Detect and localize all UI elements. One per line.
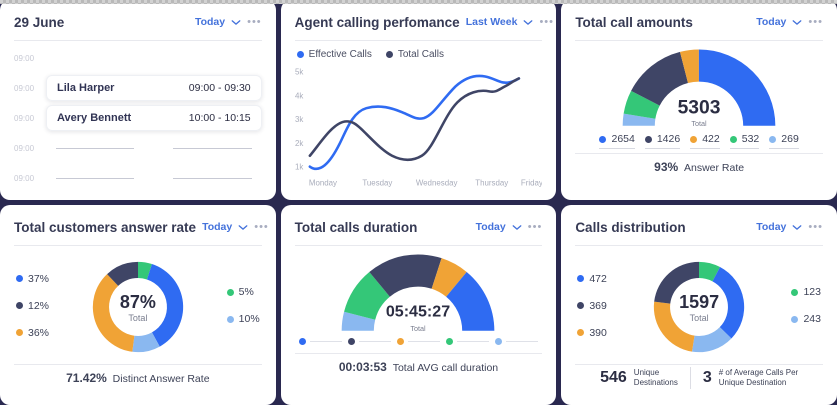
- svg-text:Total: Total: [692, 119, 708, 128]
- svg-text:1k: 1k: [295, 163, 303, 172]
- svg-text:05:45:27: 05:45:27: [386, 302, 450, 320]
- svg-text:Total: Total: [411, 324, 427, 333]
- svg-text:4k: 4k: [295, 91, 303, 100]
- svg-text:Thursday: Thursday: [475, 178, 508, 187]
- svg-text:3k: 3k: [295, 115, 303, 124]
- svg-text:Tuesday: Tuesday: [362, 178, 392, 187]
- svg-text:2k: 2k: [295, 139, 303, 148]
- svg-text:5303: 5303: [678, 98, 721, 119]
- svg-text:5k: 5k: [295, 68, 303, 77]
- svg-text:Wednesday: Wednesday: [416, 178, 458, 187]
- svg-text:Friday: Friday: [521, 178, 543, 187]
- svg-text:Monday: Monday: [309, 178, 337, 187]
